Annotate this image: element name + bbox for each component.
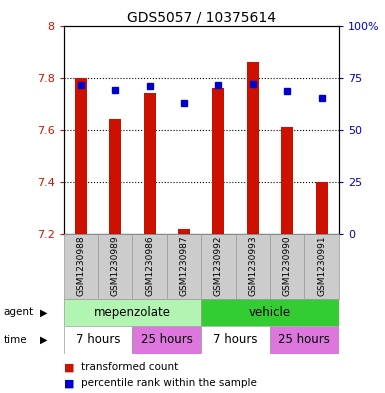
Bar: [270, 326, 339, 354]
Text: GSM1230993: GSM1230993: [248, 236, 257, 296]
Bar: [316, 182, 328, 234]
Bar: [64, 234, 98, 299]
Bar: [144, 93, 156, 234]
Text: ▶: ▶: [40, 335, 48, 345]
Text: GSM1230986: GSM1230986: [145, 236, 154, 296]
Text: percentile rank within the sample: percentile rank within the sample: [81, 378, 257, 388]
Bar: [247, 62, 259, 234]
Text: ■: ■: [64, 378, 77, 388]
Text: 25 hours: 25 hours: [141, 333, 192, 347]
Bar: [132, 326, 201, 354]
Bar: [305, 234, 339, 299]
Bar: [167, 234, 201, 299]
Bar: [201, 326, 270, 354]
Bar: [201, 234, 236, 299]
Text: GSM1230992: GSM1230992: [214, 236, 223, 296]
Text: GSM1230990: GSM1230990: [283, 236, 292, 296]
Bar: [201, 299, 339, 326]
Text: agent: agent: [4, 307, 34, 318]
Text: 7 hours: 7 hours: [213, 333, 258, 347]
Text: ■: ■: [64, 362, 77, 373]
Text: ▶: ▶: [40, 307, 48, 318]
Bar: [281, 127, 293, 234]
Title: GDS5057 / 10375614: GDS5057 / 10375614: [127, 10, 276, 24]
Text: GSM1230988: GSM1230988: [76, 236, 85, 296]
Bar: [213, 88, 224, 234]
Bar: [64, 326, 132, 354]
Bar: [132, 234, 167, 299]
Bar: [64, 299, 201, 326]
Text: vehicle: vehicle: [249, 306, 291, 319]
Text: 7 hours: 7 hours: [76, 333, 120, 347]
Bar: [98, 234, 132, 299]
Bar: [178, 229, 190, 234]
Text: GSM1230991: GSM1230991: [317, 236, 326, 296]
Text: time: time: [4, 335, 27, 345]
Text: GSM1230987: GSM1230987: [179, 236, 189, 296]
Text: GSM1230989: GSM1230989: [110, 236, 120, 296]
Bar: [75, 78, 87, 234]
Text: mepenzolate: mepenzolate: [94, 306, 171, 319]
Bar: [109, 119, 121, 234]
Text: 25 hours: 25 hours: [278, 333, 330, 347]
Bar: [236, 234, 270, 299]
Text: transformed count: transformed count: [81, 362, 178, 373]
Bar: [270, 234, 305, 299]
